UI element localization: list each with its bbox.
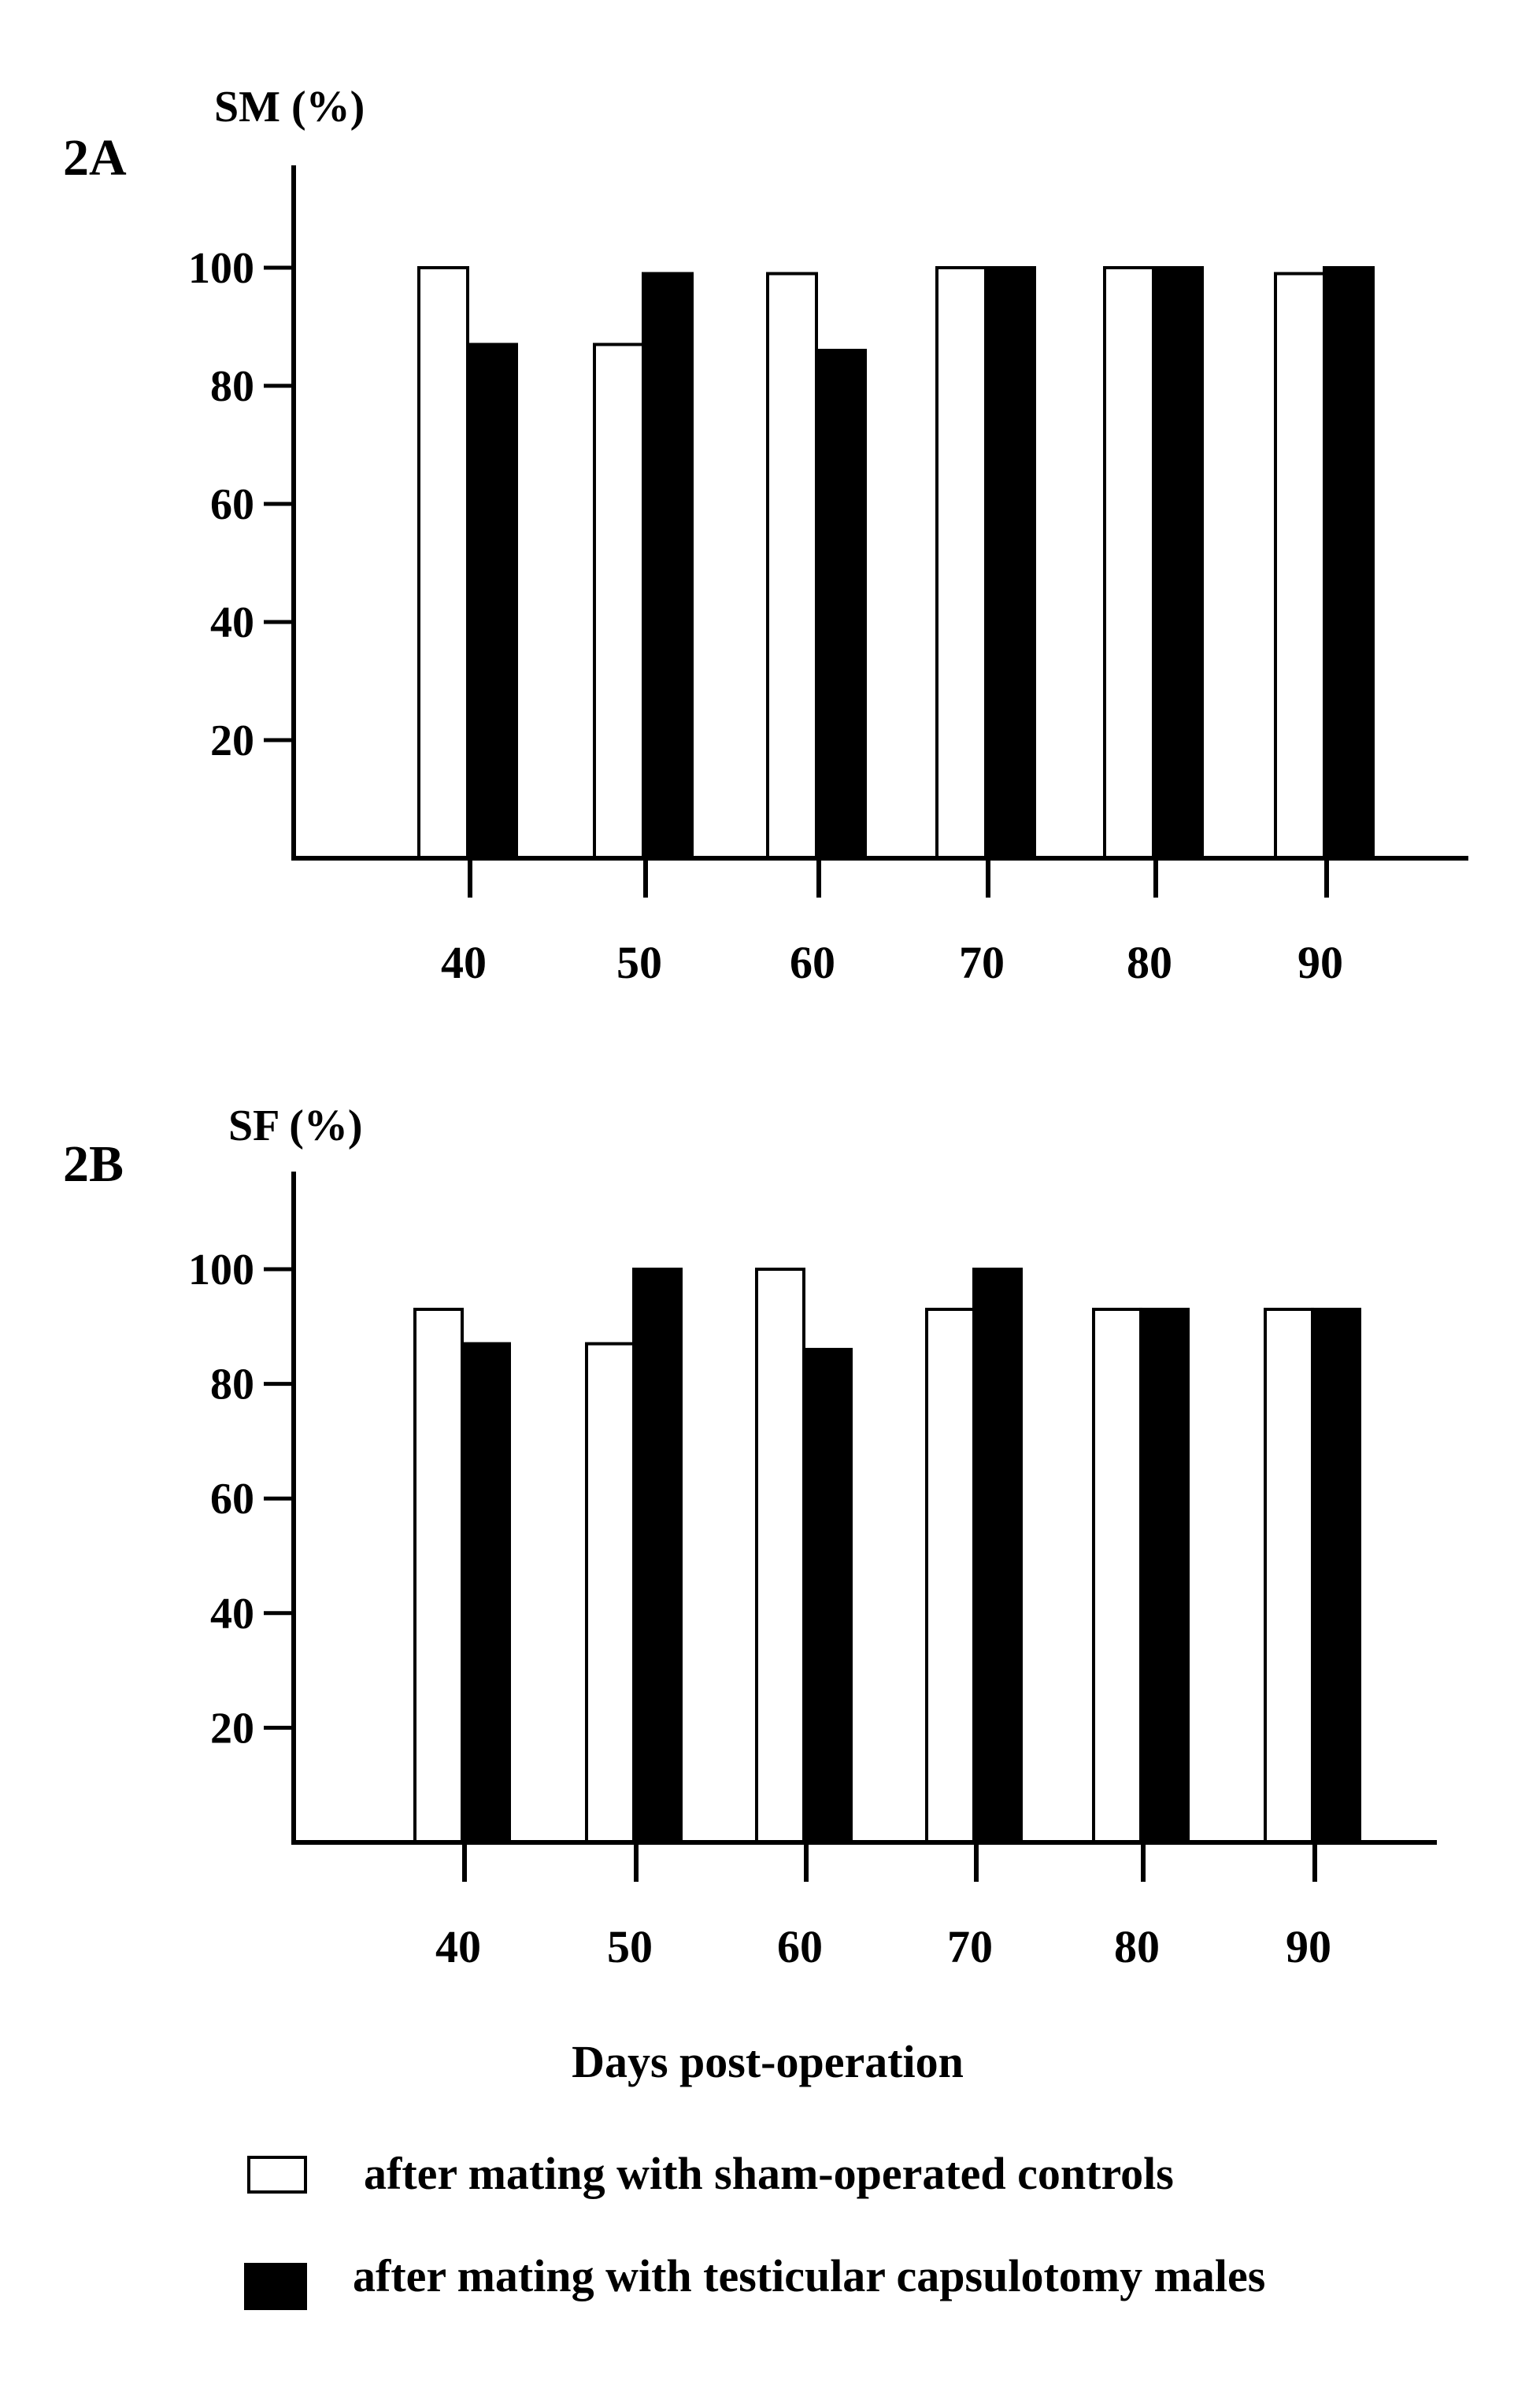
y-axis-label-2b: SF (%) (228, 1102, 363, 1150)
bar-2b-60-sham (755, 1268, 805, 1844)
y-tick-label-2b-100: 100 (188, 1246, 254, 1294)
bar-2a-60-sham (766, 272, 818, 860)
x-tick-label-2b-80: 80 (1114, 1921, 1160, 1972)
bar-2b-40-capsulotomy (461, 1342, 511, 1844)
y-tick-label-2b-60: 60 (210, 1475, 254, 1524)
bar-2b-50-sham (585, 1342, 635, 1844)
x-axis-label-2b: Days post-operation (572, 2036, 964, 2087)
bar-2b-80-capsulotomy (1139, 1307, 1190, 1844)
bar-2b-50-capsulotomy (632, 1268, 683, 1844)
y-tick-label-2b-40: 40 (210, 1590, 254, 1638)
y-tick-label-2b-20: 20 (210, 1704, 254, 1753)
bar-2a-50-sham (593, 342, 645, 860)
x-tick-label-2b-50: 50 (607, 1921, 653, 1972)
x-tick-label-2b-90: 90 (1286, 1921, 1331, 1972)
y-tick-label-2a-80: 80 (210, 362, 254, 411)
x-ticks-2b: 40 50 60 70 80 90 (435, 1842, 1331, 1972)
x-tick-label-2a-60: 60 (790, 937, 835, 988)
bar-2a-50-capsulotomy (642, 272, 694, 860)
bar-2a-90-capsulotomy (1323, 266, 1375, 860)
bar-2a-70-capsulotomy (984, 266, 1036, 860)
bar-2b-80-sham (1092, 1307, 1142, 1844)
y-axis-label-2a: SM (%) (214, 83, 365, 131)
y-ticks-2b: 20 40 60 80 100 (188, 1246, 294, 1753)
panel-label-2b: 2B (63, 1135, 124, 1193)
y-tick-label-2a-20: 20 (210, 716, 254, 765)
x-tick-label-2a-50: 50 (616, 937, 662, 988)
panel-2b: 2B SF (%) 20 40 60 80 100 40 50 60 70 80 90 Days … (63, 1102, 1437, 2087)
panel-2a: 2A SM (%) 20 40 60 80 100 40 50 60 70 80 90 (63, 83, 1468, 988)
legend-swatch-capsulotomy (244, 2263, 307, 2310)
bar-2a-60-capsulotomy (815, 349, 867, 860)
bar-2a-70-sham (935, 266, 987, 860)
y-tick-label-2a-100: 100 (188, 244, 254, 293)
bar-2a-80-capsulotomy (1152, 266, 1204, 860)
y-tick-label-2a-60: 60 (210, 480, 254, 529)
panel-label-2a: 2A (63, 129, 127, 187)
bar-2a-40-capsulotomy (466, 342, 518, 860)
bar-2a-90-sham (1274, 272, 1326, 860)
bar-2b-60-capsulotomy (802, 1347, 853, 1845)
x-tick-label-2b-40: 40 (435, 1921, 481, 1972)
legend: after mating with sham-operated controls… (244, 2148, 1265, 2310)
x-tick-label-2a-70: 70 (959, 937, 1005, 988)
x-tick-label-2b-60: 60 (777, 1921, 823, 1972)
x-ticks-2a: 40 50 60 70 80 90 (441, 858, 1343, 988)
x-tick-label-2a-80: 80 (1127, 937, 1172, 988)
y-ticks-2a: 20 40 60 80 100 (188, 244, 294, 765)
legend-swatch-sham (247, 2156, 307, 2194)
x-tick-label-2a-40: 40 (441, 937, 487, 988)
bar-2b-70-capsulotomy (972, 1268, 1023, 1844)
bars-2a (417, 266, 1375, 860)
bar-2a-40-sham (417, 266, 469, 860)
x-tick-label-2a-90: 90 (1298, 937, 1343, 988)
bar-2b-90-sham (1264, 1307, 1314, 1844)
y-tick-label-2a-40: 40 (210, 598, 254, 647)
y-tick-label-2b-80: 80 (210, 1361, 254, 1409)
bar-2b-40-sham (413, 1307, 464, 1844)
bars-2b (413, 1268, 1361, 1845)
bar-2a-80-sham (1103, 266, 1155, 860)
x-tick-label-2b-70: 70 (947, 1921, 993, 1972)
legend-label-capsulotomy: after mating with testicular capsulotomy… (353, 2250, 1265, 2301)
bar-2b-90-capsulotomy (1311, 1307, 1361, 1844)
bar-2b-70-sham (925, 1307, 975, 1844)
legend-label-sham: after mating with sham-operated controls (364, 2148, 1174, 2199)
